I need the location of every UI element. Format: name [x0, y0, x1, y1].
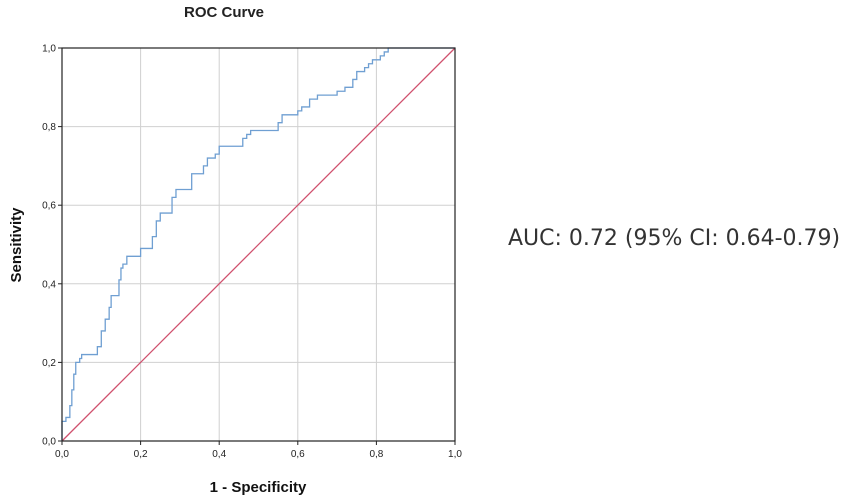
plot-area-border: [61, 47, 456, 442]
auc-annotation: AUC: 0.72 (95% CI: 0.64-0.79): [508, 226, 841, 251]
y-tick-label: 0,4: [42, 279, 56, 290]
x-tick-label: 0,2: [134, 449, 148, 460]
y-tick-label: 0,2: [42, 358, 56, 369]
y-axis-label: Sensitivity: [8, 207, 25, 283]
x-tick-label: 0,4: [212, 449, 226, 460]
chart-title: ROC Curve: [184, 4, 264, 21]
reference-line: [61, 47, 456, 442]
x-tick-label: 1,0: [448, 449, 462, 460]
y-tick-label: 1,0: [42, 44, 56, 55]
y-tick-label: 0,8: [42, 122, 56, 133]
x-tick-label: 0,6: [291, 449, 305, 460]
x-tick-label: 0,8: [369, 449, 383, 460]
x-axis-label: 1 - Specificity: [210, 479, 307, 496]
x-tick-label: 0,0: [55, 449, 69, 460]
roc-curve-line: [61, 47, 455, 441]
axis-ticks: 0,00,0 0,2 0,2 0,4 0,4 0,6 0,6 0,8 0,8 1,0 1,0: [42, 44, 462, 461]
series-layer: [61, 47, 456, 442]
y-tick-label: 0,0: [42, 437, 56, 448]
y-tick-label: 0,6: [42, 201, 56, 212]
